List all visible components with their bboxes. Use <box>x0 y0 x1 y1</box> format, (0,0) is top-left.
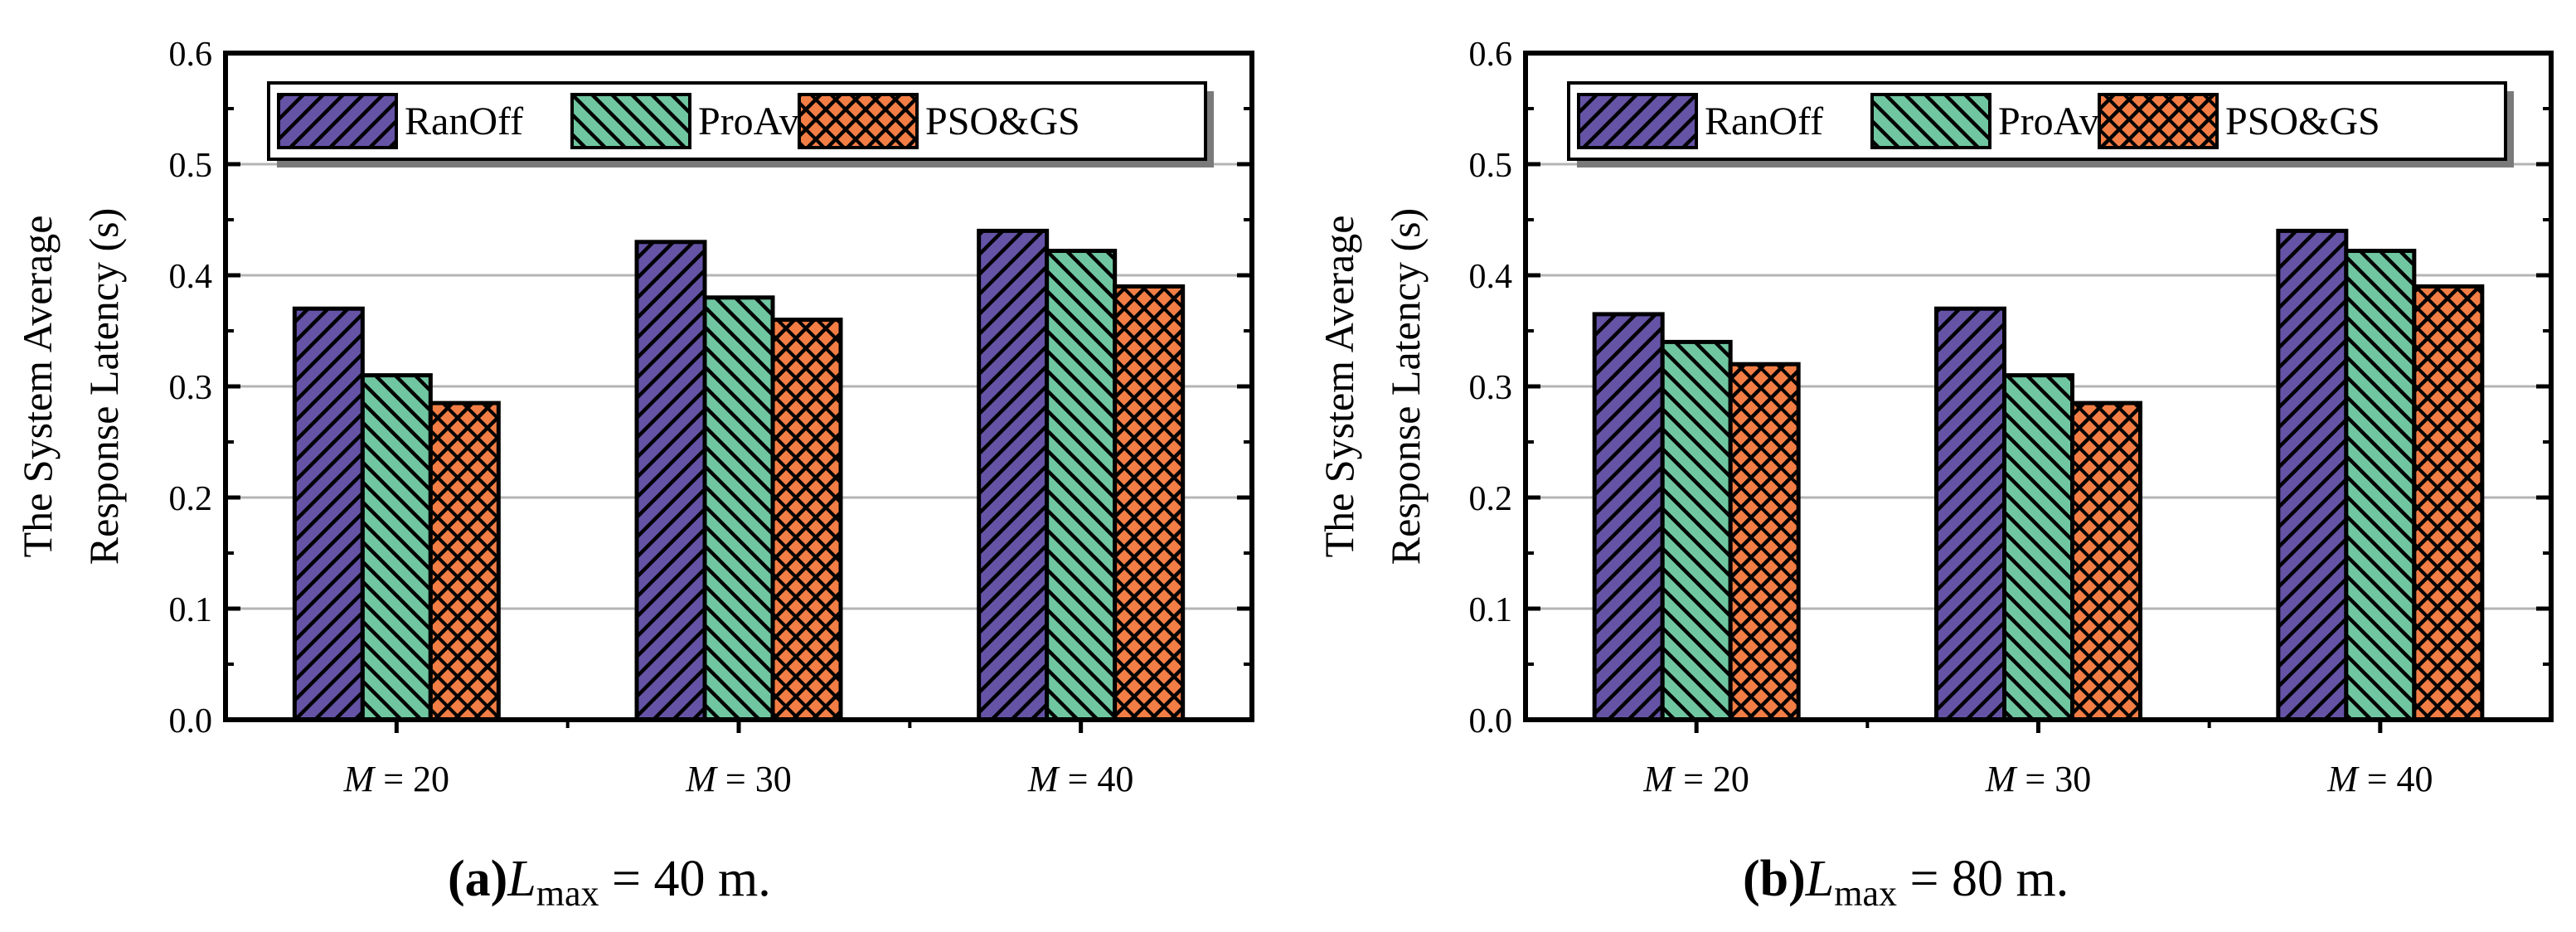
legend: RanOff ProAve PSO&GS <box>1567 81 2514 167</box>
legend-label: PSO&GS <box>2225 100 2380 143</box>
y-tick-label: 0.6 <box>169 36 213 74</box>
legend-swatch-ranoff <box>1577 93 1698 149</box>
bar-psogs-1 <box>1728 362 1801 722</box>
y-axis-label-line2: Response Latency (s) <box>80 208 127 565</box>
y-axis-label-line2: Response Latency (s) <box>1382 208 1429 565</box>
legend-label: RanOff <box>405 100 523 143</box>
legend-label: ProAve <box>698 100 817 143</box>
x-tick-label: M = 20 <box>1642 759 1749 799</box>
legend-swatch-psogs <box>2098 93 2219 149</box>
legend: RanOff ProAve PSO&GS <box>267 81 1214 167</box>
x-tick-label: M = 40 <box>1027 759 1133 799</box>
y-tick-label: 0.3 <box>169 369 213 407</box>
y-axis-label-line1: The System Average <box>1316 216 1362 558</box>
bar-ranoff-3 <box>2276 228 2349 722</box>
legend-swatch-proave <box>1870 93 1991 149</box>
y-tick-label: 0.4 <box>169 258 213 296</box>
y-tick-label: 0.2 <box>169 480 213 518</box>
x-tick-label: M = 20 <box>343 759 449 799</box>
y-tick-label: 0.0 <box>1469 702 1513 740</box>
bar-ranoff-1 <box>292 306 365 722</box>
y-tick-label: 0.1 <box>169 591 213 629</box>
bar-psogs-1 <box>428 400 501 722</box>
legend-swatch-psogs <box>798 93 919 149</box>
legend-label: RanOff <box>1705 100 1823 143</box>
bar-psogs-3 <box>2412 284 2485 722</box>
bar-ranoff-3 <box>977 228 1050 722</box>
bar-proave-1 <box>1660 339 1733 722</box>
bar-proave-1 <box>360 373 433 722</box>
x-tick-label: M = 30 <box>1985 759 2091 799</box>
x-tick-label: M = 30 <box>685 759 791 799</box>
y-tick-label: 0.6 <box>1469 36 1513 74</box>
y-tick-label: 0.3 <box>1469 369 1513 407</box>
panel-caption: (b)Lmax = 80 m. <box>1743 851 2069 914</box>
legend-swatch-proave <box>570 93 691 149</box>
bar-psogs-3 <box>1113 284 1186 722</box>
bar-ranoff-1 <box>1592 312 1665 722</box>
y-tick-label: 0.5 <box>1469 147 1513 185</box>
y-tick-label: 0.0 <box>169 702 213 740</box>
bar-proave-2 <box>702 295 775 722</box>
bar-ranoff-2 <box>634 240 707 722</box>
chart-panel-b: 0.0 0.1 0.2 0.3 0.4 0.5 0.6 M = 20 M = 30 M = 40 T… <box>1316 36 2554 914</box>
y-tick-label: 0.5 <box>169 147 213 185</box>
bar-proave-3 <box>2344 249 2417 722</box>
bar-ranoff-2 <box>1934 306 2006 722</box>
legend-label: PSO&GS <box>925 100 1080 143</box>
y-tick-label: 0.1 <box>1469 591 1513 629</box>
y-tick-label: 0.4 <box>1469 258 1513 296</box>
legend-label: ProAve <box>1998 100 2117 143</box>
legend-box <box>1567 81 2507 161</box>
y-axis-label-line1: The System Average <box>14 216 61 558</box>
panel-caption: (a)Lmax = 40 m. <box>448 851 771 914</box>
legend-box <box>267 81 1207 161</box>
bar-proave-3 <box>1045 249 1118 722</box>
bar-proave-2 <box>2002 373 2074 722</box>
x-tick-label: M = 40 <box>2326 759 2433 799</box>
bar-psogs-2 <box>770 318 843 722</box>
bar-psogs-2 <box>2070 400 2142 722</box>
y-tick-label: 0.2 <box>1469 480 1513 518</box>
chart-panel-a: 0.0 0.1 0.2 0.3 0.4 0.5 0.6 M = 20 M = 30 M = 40 T… <box>14 36 1254 914</box>
legend-swatch-ranoff <box>277 93 398 149</box>
